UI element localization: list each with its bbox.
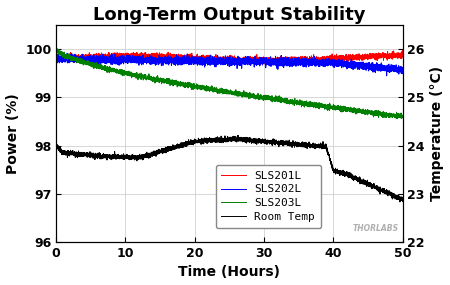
SLS203L bbox=[279, 100, 284, 103]
SLS202L bbox=[400, 67, 405, 70]
SLS202L bbox=[54, 58, 59, 61]
Line: SLS202L: SLS202L bbox=[56, 53, 403, 76]
Room Temp bbox=[235, 134, 241, 137]
SLS201L bbox=[338, 57, 344, 61]
SLS201L bbox=[400, 49, 405, 52]
Room Temp bbox=[279, 142, 284, 146]
Room Temp bbox=[338, 170, 344, 174]
Text: THORLABS: THORLABS bbox=[353, 224, 399, 233]
SLS201L bbox=[312, 59, 317, 62]
SLS201L bbox=[261, 59, 267, 62]
SLS201L bbox=[117, 54, 122, 57]
SLS201L bbox=[400, 55, 405, 58]
Room Temp bbox=[312, 145, 317, 148]
SLS202L bbox=[261, 56, 267, 60]
SLS202L bbox=[117, 60, 122, 63]
SLS203L bbox=[394, 117, 400, 120]
Line: SLS201L: SLS201L bbox=[56, 51, 403, 65]
Y-axis label: Temperature (°C): Temperature (°C) bbox=[431, 66, 445, 201]
SLS203L bbox=[54, 47, 59, 50]
SLS202L bbox=[338, 61, 344, 64]
SLS203L bbox=[338, 107, 344, 111]
SLS201L bbox=[258, 63, 263, 66]
SLS202L bbox=[312, 61, 317, 64]
SLS202L bbox=[384, 74, 389, 78]
Line: SLS203L: SLS203L bbox=[56, 48, 403, 119]
SLS201L bbox=[186, 53, 191, 57]
SLS203L bbox=[400, 115, 405, 119]
SLS202L bbox=[186, 56, 191, 60]
Title: Long-Term Output Stability: Long-Term Output Stability bbox=[93, 5, 365, 24]
SLS203L bbox=[186, 85, 191, 89]
SLS203L bbox=[261, 97, 267, 101]
SLS201L bbox=[54, 56, 59, 60]
Line: Room Temp: Room Temp bbox=[56, 136, 403, 202]
SLS202L bbox=[279, 64, 284, 67]
Room Temp bbox=[261, 139, 267, 142]
X-axis label: Time (Hours): Time (Hours) bbox=[178, 265, 280, 280]
SLS201L bbox=[279, 58, 284, 61]
SLS203L bbox=[117, 71, 122, 74]
Legend: SLS201L, SLS202L, SLS203L, Room Temp: SLS201L, SLS202L, SLS203L, Room Temp bbox=[216, 165, 321, 228]
Room Temp bbox=[117, 154, 122, 157]
SLS203L bbox=[312, 103, 317, 107]
Room Temp bbox=[400, 200, 405, 203]
Y-axis label: Power (%): Power (%) bbox=[5, 93, 19, 174]
SLS202L bbox=[64, 52, 70, 55]
SLS203L bbox=[54, 48, 59, 52]
Room Temp bbox=[397, 200, 403, 203]
Room Temp bbox=[186, 143, 191, 146]
Room Temp bbox=[54, 144, 59, 148]
